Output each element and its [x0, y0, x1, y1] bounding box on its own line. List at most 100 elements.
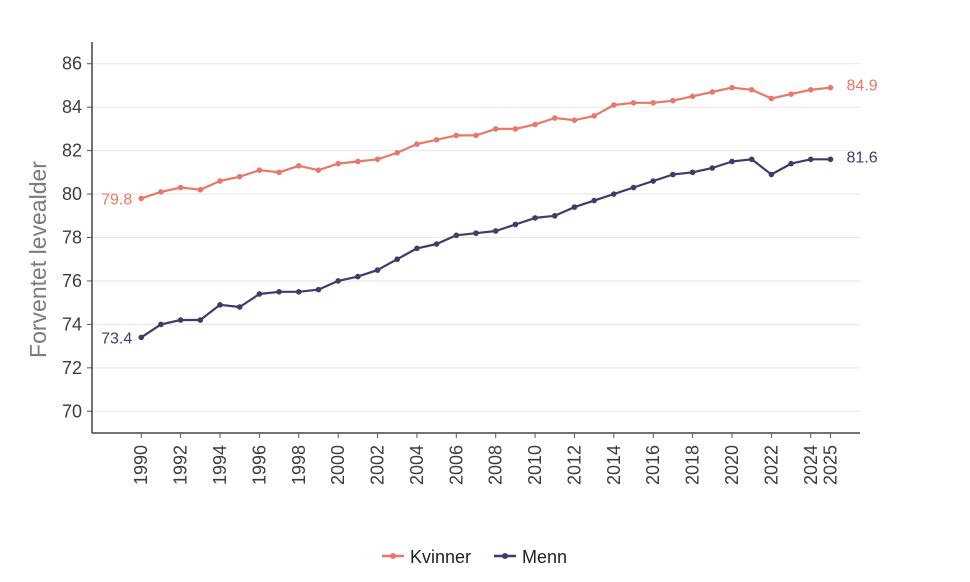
- data-point: [748, 86, 755, 93]
- data-point: [492, 126, 499, 132]
- data-point: [256, 167, 263, 173]
- series-line-kvinner: [140, 86, 831, 200]
- data-labels: 79.8 84.9 73.4 81.6: [101, 78, 878, 348]
- data-point: [276, 169, 282, 176]
- y-tick-label: 78: [62, 228, 82, 248]
- data-point: [158, 189, 164, 195]
- data-point: [571, 117, 578, 123]
- x-tick-label: 2022: [761, 445, 781, 485]
- x-tick-label: 2008: [486, 445, 506, 485]
- data-point: [512, 126, 519, 132]
- data-point: [453, 232, 460, 239]
- x-tick-label: 1994: [210, 445, 230, 485]
- data-point: [650, 178, 657, 184]
- data-point: [276, 289, 282, 295]
- data-point: [551, 212, 558, 219]
- y-tick-label: 70: [62, 401, 82, 421]
- x-tick-label: 2006: [446, 445, 466, 485]
- x-tick-label: 2004: [407, 445, 427, 485]
- data-point: [414, 141, 420, 147]
- data-point: [788, 91, 794, 97]
- x-tick-label: 2012: [564, 445, 584, 485]
- data-point: [551, 115, 558, 121]
- data-point: [670, 171, 676, 178]
- data-point: [335, 278, 341, 284]
- x-tick-label: 2014: [604, 445, 624, 485]
- data-point: [532, 121, 538, 128]
- data-point: [394, 256, 401, 263]
- data-point: [355, 158, 361, 165]
- data-point: [709, 165, 716, 171]
- data-point: [611, 102, 617, 108]
- gridlines: [92, 63, 860, 412]
- data-point: [689, 169, 696, 176]
- data-point: [177, 184, 184, 191]
- data-point: [591, 113, 597, 119]
- legend-label: Menn: [522, 547, 567, 567]
- legend: Kvinner Menn: [382, 547, 567, 567]
- data-point: [197, 317, 204, 323]
- legend-label: Kvinner: [410, 547, 471, 567]
- data-point: [729, 158, 735, 165]
- data-point: [827, 84, 834, 91]
- data-point: [433, 136, 440, 143]
- data-point: [315, 167, 322, 173]
- x-tick-label: 2016: [643, 445, 663, 485]
- data-point: [591, 197, 597, 204]
- data-point: [768, 171, 775, 178]
- data-point: [827, 156, 834, 163]
- data-point: [453, 132, 460, 139]
- data-point: [571, 204, 578, 210]
- data-point: [788, 160, 794, 167]
- x-tick-label: 1992: [171, 445, 191, 485]
- x-tick-label: 2018: [683, 445, 703, 485]
- data-point: [295, 163, 302, 169]
- data-point: [768, 95, 775, 102]
- data-point: [670, 97, 676, 104]
- data-point: [807, 156, 814, 163]
- data-point: [256, 291, 263, 297]
- y-tick-label: 76: [62, 271, 82, 291]
- end-value-label: 84.9: [846, 78, 877, 95]
- data-point: [414, 245, 420, 252]
- data-point: [315, 286, 322, 293]
- data-point: [689, 93, 696, 100]
- series-line-menn: [140, 158, 831, 339]
- legend-marker-icon: [390, 553, 396, 559]
- data-point: [650, 100, 657, 106]
- data-point: [374, 156, 381, 163]
- end-value-label: 81.6: [846, 149, 877, 166]
- data-point: [473, 230, 479, 236]
- data-point: [709, 89, 716, 95]
- y-axis-title: Forventet levealder: [25, 161, 51, 358]
- y-tick-label: 82: [62, 141, 82, 161]
- legend-item-menn: Menn: [494, 547, 567, 567]
- data-point: [630, 100, 637, 106]
- x-tick-label: 1996: [249, 445, 269, 485]
- data-point: [748, 156, 755, 163]
- x-tick-label: 1990: [131, 445, 151, 485]
- start-value-label: 79.8: [101, 191, 132, 208]
- y-tick-label: 86: [62, 54, 82, 74]
- data-point: [729, 84, 735, 91]
- data-point: [473, 132, 479, 139]
- data-point: [236, 304, 243, 310]
- data-point: [807, 86, 814, 93]
- data-point: [611, 191, 617, 197]
- data-point: [138, 334, 145, 341]
- data-point: [177, 317, 184, 323]
- start-value-label: 73.4: [101, 330, 132, 347]
- y-tick-label: 72: [62, 358, 82, 378]
- data-point: [492, 228, 499, 234]
- legend-marker-icon: [502, 553, 508, 559]
- data-point: [532, 215, 538, 221]
- x-tick-label: 2010: [525, 445, 545, 485]
- data-point: [295, 289, 302, 295]
- data-point: [217, 178, 223, 184]
- data-point: [335, 160, 341, 167]
- data-point: [630, 184, 637, 191]
- data-point: [512, 221, 519, 228]
- data-point: [138, 195, 145, 202]
